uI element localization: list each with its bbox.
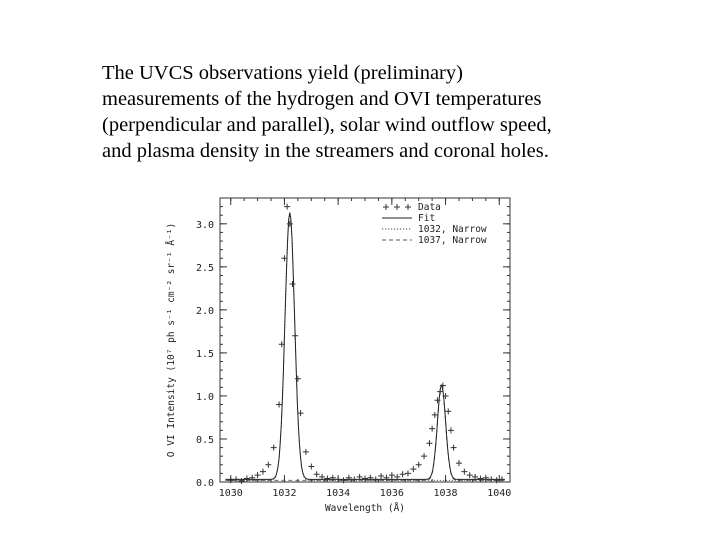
data-point	[297, 410, 304, 417]
data-point	[324, 475, 331, 482]
data-point	[281, 255, 288, 262]
data-point	[482, 474, 489, 481]
data-point	[399, 471, 406, 478]
data-point	[493, 477, 500, 484]
series-fit-line	[225, 212, 505, 480]
caption-line-1: The UVCS observations yield (preliminary…	[102, 62, 463, 84]
data-point	[294, 375, 301, 382]
data-point	[498, 476, 505, 483]
y-axis-label: O VI Intensity (10⁷ ph s⁻¹ cm⁻² sr⁻¹ Å⁻¹…	[165, 223, 177, 458]
data-point	[278, 341, 285, 348]
x-tick-label: 1038	[434, 488, 458, 499]
y-tick-label: 1.5	[196, 349, 214, 360]
data-point	[477, 475, 484, 482]
caption: The UVCS observations yield (preliminary…	[102, 60, 662, 164]
data-point	[340, 477, 347, 484]
data-point	[437, 388, 444, 395]
x-tick-label: 1040	[487, 488, 511, 499]
data-point	[415, 461, 422, 468]
legend-marker-data	[383, 204, 389, 210]
data-point	[276, 401, 283, 408]
data-point	[466, 472, 473, 479]
data-point	[254, 472, 261, 479]
data-point	[265, 461, 272, 468]
data-point	[270, 444, 277, 451]
y-tick-label: 1.0	[196, 392, 214, 403]
data-point	[450, 444, 457, 451]
data-point	[319, 473, 326, 480]
data-point	[434, 397, 441, 404]
y-tick-label: 3.0	[196, 220, 214, 231]
caption-line-3: (perpendicular and parallel), solar wind…	[102, 114, 552, 136]
data-point	[445, 408, 452, 415]
data-point	[488, 476, 495, 483]
data-point	[356, 473, 363, 480]
data-point	[289, 281, 296, 288]
data-point	[461, 468, 468, 475]
data-point	[362, 475, 368, 482]
data-point	[345, 474, 352, 481]
data-point	[472, 473, 479, 480]
data-point	[383, 474, 390, 481]
data-point	[308, 463, 315, 470]
y-tick-label: 2.5	[196, 263, 214, 274]
y-tick-label: 2.0	[196, 306, 214, 317]
data-point	[292, 332, 299, 339]
data-point	[442, 392, 449, 399]
data-point	[421, 453, 428, 460]
data-point	[335, 476, 342, 483]
data-point	[447, 427, 454, 434]
data-point	[227, 477, 234, 484]
data-point	[249, 474, 256, 481]
data-point	[431, 411, 438, 418]
data-point	[233, 476, 240, 483]
data-point	[388, 472, 395, 479]
data-point	[410, 466, 417, 473]
x-tick-label: 1030	[219, 488, 243, 499]
ovi-spectrum-chart: 1030 1032 1034 1036 1038 1040 0.0 0.5 1.0 1.5 2.0 2…	[165, 197, 511, 514]
data-point	[313, 471, 320, 478]
x-tick-label: 1036	[380, 488, 404, 499]
data-point	[238, 478, 245, 485]
data-point	[259, 468, 266, 475]
data-point	[286, 220, 293, 227]
data-point	[439, 382, 446, 389]
legend-label: 1032, Narrow	[418, 224, 487, 235]
data-point	[426, 440, 433, 447]
caption-line-2: measurements of the hydrogen and OVI tem…	[102, 88, 542, 110]
data-point	[455, 460, 462, 467]
x-axis-label: Wavelength (Å)	[325, 502, 405, 514]
data-point	[404, 470, 411, 477]
legend-label: Data	[418, 202, 441, 213]
y-tick-label: 0.0	[196, 478, 214, 489]
data-point	[351, 476, 358, 483]
series-1032-narrow-line	[225, 213, 505, 481]
data-point	[378, 472, 385, 479]
series-1037-narrow-line	[225, 384, 505, 481]
legend-label: Fit	[418, 213, 435, 224]
data-point	[243, 475, 250, 482]
data-point	[284, 203, 291, 210]
data-point	[302, 448, 309, 455]
data-point	[429, 425, 436, 432]
data-point	[329, 474, 336, 481]
data-point	[394, 473, 401, 480]
legend-label: 1037, Narrow	[418, 235, 487, 246]
data-point	[367, 474, 374, 481]
x-tick-label: 1034	[326, 488, 350, 499]
caption-line-4: and plasma density in the streamers and …	[102, 140, 549, 162]
y-tick-label: 0.5	[196, 435, 214, 446]
legend-marker-data	[405, 204, 411, 210]
x-tick-label: 1032	[272, 488, 296, 499]
data-point	[372, 476, 379, 483]
legend-marker-data	[394, 204, 400, 210]
